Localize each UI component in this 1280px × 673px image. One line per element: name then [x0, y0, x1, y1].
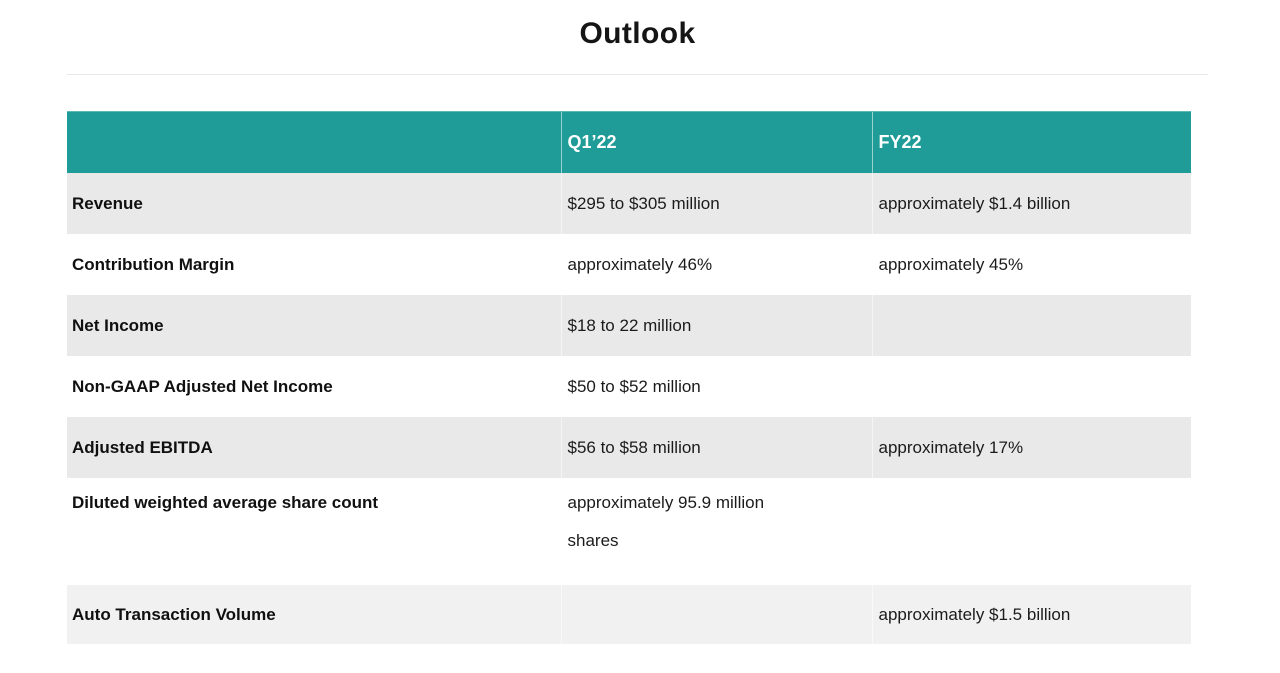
header-cell-q1-22: Q1’22: [560, 110, 872, 173]
row-label: Adjusted EBITDA: [67, 417, 561, 478]
cell-q1-22: $50 to $52 million: [560, 356, 872, 417]
header-cell-fy22: FY22: [871, 110, 1191, 173]
row-label: Contribution Margin: [72, 254, 235, 274]
table-row-revenue: Revenue $295 to $305 million approximate…: [67, 173, 1191, 234]
table-row-diluted-share-count: Diluted weighted average share count app…: [67, 478, 1191, 585]
table-row-contribution-margin: Contribution Margin approximately 46% ap…: [67, 234, 1191, 295]
cell-q1-22: approximately 95.9 million shares: [560, 478, 872, 585]
outlook-table: Q1’22 FY22 Revenue $295 to $305 million …: [67, 110, 1191, 644]
row-label: Revenue: [67, 173, 561, 234]
cell-q1-22: $295 to $305 million: [560, 173, 872, 234]
table-header-row: Q1’22 FY22: [67, 110, 1191, 173]
row-label: Net Income: [67, 295, 561, 356]
cell-fy22: approximately 17%: [871, 417, 1191, 478]
outlook-section: Outlook Q1’22 FY22 Revenue $295 to $305 …: [67, 16, 1208, 644]
cell-q1-22: $56 to $58 million: [560, 417, 872, 478]
row-label: Auto Transaction Volume: [67, 585, 561, 644]
cell-value: approximately 95.9 million shares: [567, 493, 765, 550]
table-row-non-gaap-adjusted-net-income: Non-GAAP Adjusted Net Income $50 to $52 …: [67, 356, 1191, 417]
row-label: Diluted weighted average share count: [72, 493, 379, 512]
row-label: Non-GAAP Adjusted Net Income: [72, 376, 333, 396]
cell-fy22: [871, 295, 1191, 356]
page-title: Outlook: [579, 17, 696, 50]
cell-q1-22: approximately 46%: [560, 234, 872, 295]
cell-fy22: approximately 45%: [871, 234, 1191, 295]
cell-q1-22: [560, 585, 872, 644]
cell-fy22: approximately $1.5 billion: [871, 585, 1191, 644]
cell-q1-22: $18 to 22 million: [560, 295, 872, 356]
table-row-adjusted-ebitda: Adjusted EBITDA $56 to $58 million appro…: [67, 417, 1191, 478]
header-cell-blank: [67, 110, 561, 173]
title-divider: [67, 74, 1208, 75]
table-row-net-income: Net Income $18 to 22 million: [67, 295, 1191, 356]
cell-fy22: approximately $1.4 billion: [871, 173, 1191, 234]
table-row-auto-transaction-volume: Auto Transaction Volume approximately $1…: [67, 585, 1191, 644]
cell-fy22: [871, 478, 1191, 585]
cell-fy22: [871, 356, 1191, 417]
